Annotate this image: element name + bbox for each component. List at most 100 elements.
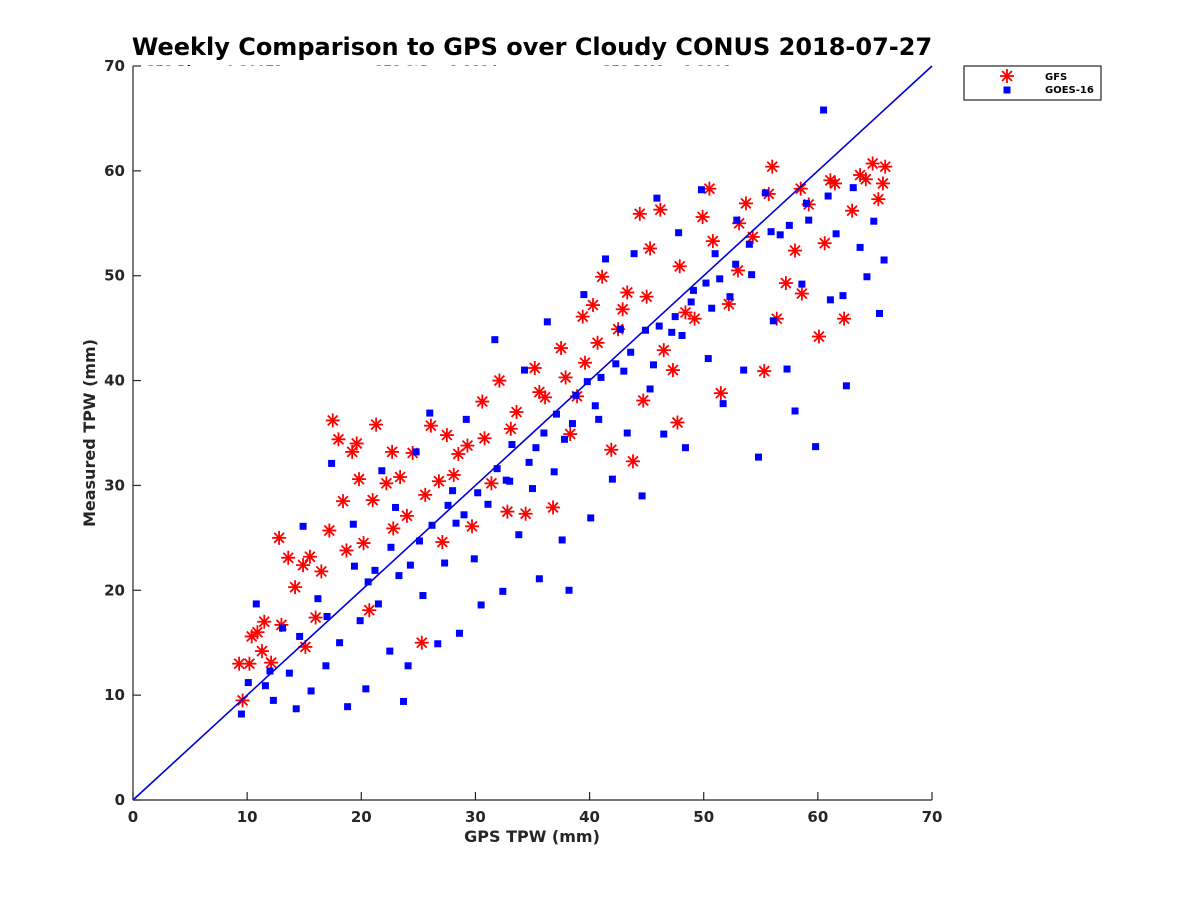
goes-16-point (328, 459, 336, 467)
goes-16-point (802, 199, 810, 207)
goes-16-point (616, 325, 624, 333)
y-tick-label: 20 (104, 581, 125, 599)
gfs-point (817, 236, 832, 251)
gfs-point (639, 289, 654, 304)
goes-16-point (675, 229, 683, 237)
goes-16-point (627, 348, 635, 356)
gfs-point (845, 203, 860, 218)
gfs-point (414, 635, 429, 650)
gfs-point (757, 364, 772, 379)
goes-16-point (266, 667, 274, 675)
gfs-point (362, 603, 377, 618)
goes-16-point (708, 304, 716, 312)
goes-16-point (678, 331, 686, 339)
goes-16-point (630, 250, 638, 258)
gfs-point (264, 655, 279, 670)
goes-16-point (452, 519, 460, 527)
goes-16-point (392, 503, 400, 511)
x-tick-label: 60 (807, 808, 828, 826)
goes-16-point (455, 629, 463, 637)
goes-16-point (502, 476, 510, 484)
goes-16-point (261, 682, 269, 690)
goes-16-point (386, 647, 394, 655)
goes-16-point (515, 531, 523, 539)
gfs-point (811, 329, 826, 344)
goes-16-point (550, 468, 558, 476)
goes-16-point (755, 453, 763, 461)
goes-16-point (404, 662, 412, 670)
goes-16-point (812, 443, 820, 451)
goes-16-point (761, 189, 769, 197)
goes-16-point (870, 217, 878, 225)
x-tick-label: 70 (922, 808, 943, 826)
goes-16-point (668, 328, 676, 336)
gfs-point (439, 428, 454, 443)
goes-16-point (783, 365, 791, 373)
gfs-point (653, 202, 668, 217)
x-tick-label: 0 (128, 808, 138, 826)
x-tick-label: 10 (237, 808, 258, 826)
goes-16-point (623, 429, 631, 437)
gfs-point (308, 610, 323, 625)
gfs-point (788, 243, 803, 258)
goes-16-point (681, 444, 689, 452)
goes-16-point (880, 256, 888, 264)
goes-16-point (638, 492, 646, 500)
gfs-point (492, 373, 507, 388)
gfs-point (705, 234, 720, 249)
goes-16-point (244, 679, 252, 687)
gfs-point (369, 417, 384, 432)
gfs-point (794, 286, 809, 301)
gfs-point (399, 508, 414, 523)
goes-16-point (477, 601, 485, 609)
goes-16-point (460, 511, 468, 519)
goes-16-point (826, 296, 834, 304)
goes-16-point (711, 250, 719, 258)
one-to-one-line (132, 65, 933, 801)
gfs-point (500, 504, 515, 519)
x-tick-label: 50 (693, 808, 714, 826)
gfs-point (678, 305, 693, 320)
gfs-point (578, 355, 593, 370)
gfs-point (345, 444, 360, 459)
gfs-point (527, 360, 542, 375)
goes-16-point (387, 543, 395, 551)
x-tick-label: 40 (579, 808, 600, 826)
goes-16-point (595, 415, 603, 423)
gfs-point (687, 311, 702, 326)
gfs-point (558, 370, 573, 385)
y-tick-label: 30 (104, 476, 125, 494)
goes-16-point (748, 271, 756, 279)
goes-16-point (362, 685, 370, 693)
gfs-point (254, 644, 269, 659)
goes-16-point (449, 487, 457, 495)
goes-16-point (832, 230, 840, 238)
goes-16-point (716, 275, 724, 283)
legend-label-goes-16: GOES-16 (1045, 85, 1094, 96)
goes-16-point (733, 216, 741, 224)
goes-16-point (572, 391, 580, 399)
goes-16-point (689, 286, 697, 294)
goes-16-point (671, 313, 679, 321)
goes-16-point (552, 410, 560, 418)
goes-16-point (580, 291, 588, 299)
goes-16-point (587, 514, 595, 522)
goes-16-point (863, 273, 871, 281)
gfs-point (632, 206, 647, 221)
gfs-point (503, 421, 518, 436)
y-tick-label: 40 (104, 372, 125, 390)
gfs-point (554, 341, 569, 356)
legend: GFS GOES-16 (963, 65, 1102, 101)
goes-16-point (612, 360, 620, 368)
goes-16-point (719, 400, 727, 408)
gfs-point (451, 446, 466, 461)
goes-16-point (540, 429, 548, 437)
goes-16-point (740, 366, 748, 374)
gfs-point (518, 506, 533, 521)
gfs-point (590, 335, 605, 350)
gfs-point (853, 168, 868, 183)
y-axis-ticks: 0 10 20 30 40 50 60 70 (104, 57, 141, 809)
goes-16-point (364, 578, 372, 586)
legend-marker-gfs (1000, 69, 1014, 83)
goes-16-point (374, 600, 382, 608)
